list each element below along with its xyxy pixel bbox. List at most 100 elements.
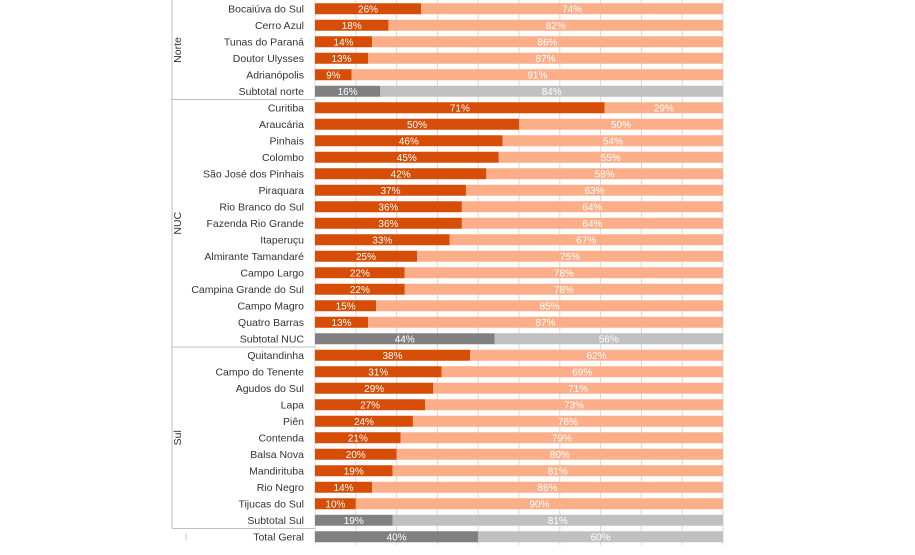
bar-b-quatro-barras <box>368 316 723 328</box>
bar-a-araucaria <box>315 118 519 130</box>
bar-a-pien <box>315 415 413 427</box>
category-label-campina-grande-do-sul: Campina Grande do Sul <box>191 284 304 296</box>
data-label-a-doutor-ulysses: 13% <box>332 54 352 65</box>
bar-b-subtotal-norte <box>380 85 723 97</box>
data-label-b-campina-grande-do-sul: 78% <box>554 285 574 296</box>
bar-a-campo-do-tenente <box>315 366 442 378</box>
data-label-a-balsa-nova: 20% <box>346 450 366 461</box>
bar-b-subtotal-nuc <box>494 333 723 345</box>
bar-b-curitiba <box>604 102 723 114</box>
bar-a-curitiba <box>315 102 605 114</box>
data-label-a-araucaria: 50% <box>407 120 427 131</box>
data-label-a-curitiba: 71% <box>450 103 470 114</box>
bar-a-rio-negro <box>315 481 373 493</box>
group-label-norte: Norte <box>172 37 184 63</box>
data-label-a-mandirituba: 19% <box>344 466 364 477</box>
data-label-b-rio-negro: 86% <box>538 483 558 494</box>
bar-a-pinhais <box>315 135 503 147</box>
bar-a-tunas-do-parana <box>315 36 373 48</box>
bar-b-colombo <box>498 151 723 163</box>
data-label-b-campo-do-tenente: 69% <box>572 367 592 378</box>
category-label-total-geral: Total Geral <box>253 532 304 544</box>
bar-a-campo-largo <box>315 267 405 279</box>
data-label-b-rio-branco-do-sul: 64% <box>582 202 602 213</box>
data-label-a-quitandinha: 38% <box>383 351 403 362</box>
bar-a-piraquara <box>315 184 466 196</box>
bar-b-agudos-do-sul <box>433 382 723 394</box>
bar-a-adrianopolis <box>315 69 352 81</box>
data-label-a-total-geral: 40% <box>387 532 407 543</box>
category-label-pien: Piên <box>283 416 304 428</box>
bar-a-cerro-azul <box>315 19 389 31</box>
category-label-bocaiuva-do-sul: Bocaiúva do Sul <box>228 4 304 16</box>
data-label-b-subtotal-norte: 84% <box>542 87 562 98</box>
data-label-b-mandirituba: 81% <box>548 466 568 477</box>
category-label-pinhais: Pinhais <box>270 136 304 148</box>
data-label-b-almirante-tamandare: 75% <box>560 252 580 263</box>
data-label-a-subtotal-nuc: 44% <box>395 334 415 345</box>
bar-b-tunas-do-parana <box>372 36 723 48</box>
data-label-b-lapa: 73% <box>564 400 584 411</box>
data-label-b-pinhais: 54% <box>603 136 623 147</box>
data-label-a-rio-negro: 14% <box>334 483 354 494</box>
data-label-b-campo-largo: 78% <box>554 268 574 279</box>
category-label-lapa: Lapa <box>281 400 305 412</box>
bar-a-contenda <box>315 432 401 444</box>
bar-a-quitandinha <box>315 349 471 361</box>
bar-b-mandirituba <box>392 465 723 477</box>
bar-b-piraquara <box>465 184 723 196</box>
data-label-b-sao-jose-dos-pinhais: 58% <box>595 169 615 180</box>
category-label-piraquara: Piraquara <box>258 185 304 197</box>
data-label-b-doutor-ulysses: 87% <box>536 54 556 65</box>
category-label-sao-jose-dos-pinhais: São José dos Pinhais <box>203 169 304 181</box>
bar-b-doutor-ulysses <box>368 52 723 64</box>
data-label-b-pien: 76% <box>558 417 578 428</box>
category-label-subtotal-nuc: Subtotal NUC <box>240 334 305 346</box>
category-label-rio-negro: Rio Negro <box>257 482 304 494</box>
category-label-colombo: Colombo <box>262 152 304 164</box>
data-label-a-tijucas-do-sul: 10% <box>325 499 345 510</box>
data-label-a-adrianopolis: 9% <box>326 70 341 81</box>
data-label-a-agudos-do-sul: 29% <box>364 384 384 395</box>
data-label-a-quatro-barras: 13% <box>332 318 352 329</box>
data-label-b-subtotal-nuc: 56% <box>599 334 619 345</box>
bar-b-rio-branco-do-sul <box>461 201 723 213</box>
data-label-a-piraquara: 37% <box>380 186 400 197</box>
category-label-subtotal-norte: Subtotal norte <box>239 86 305 98</box>
bar-b-campo-do-tenente <box>441 366 723 378</box>
data-label-b-balsa-nova: 80% <box>550 450 570 461</box>
category-label-campo-magro: Campo Magro <box>237 301 304 313</box>
category-label-araucaria: Araucária <box>259 119 304 131</box>
group-label-sul: Sul <box>172 430 184 445</box>
data-label-b-tijucas-do-sul: 90% <box>529 499 549 510</box>
bar-a-subtotal-norte <box>315 85 381 97</box>
data-label-a-campo-largo: 22% <box>350 268 370 279</box>
bar-a-subtotal-sul <box>315 514 393 526</box>
bar-b-araucaria <box>519 118 723 130</box>
data-label-a-campo-magro: 15% <box>336 301 356 312</box>
category-label-balsa-nova: Balsa Nova <box>250 449 304 461</box>
bar-a-colombo <box>315 151 499 163</box>
data-label-a-subtotal-norte: 16% <box>338 87 358 98</box>
data-label-b-subtotal-sul: 81% <box>548 516 568 527</box>
data-label-a-colombo: 45% <box>397 153 417 164</box>
bar-b-adrianopolis <box>351 69 723 81</box>
bar-a-campina-grande-do-sul <box>315 283 405 295</box>
data-label-b-itaperucu: 67% <box>576 235 596 246</box>
bar-a-itaperucu <box>315 234 450 246</box>
bar-b-campo-magro <box>376 300 723 312</box>
bar-a-fazenda-rio-grande <box>315 217 462 229</box>
bar-a-sao-jose-dos-pinhais <box>315 168 487 180</box>
data-label-b-bocaiuva-do-sul: 74% <box>562 4 582 15</box>
category-label-campo-largo: Campo Largo <box>240 268 304 280</box>
bar-a-total-geral <box>315 531 479 543</box>
bar-a-lapa <box>315 399 426 411</box>
category-label-tijucas-do-sul: Tijucas do Sul <box>238 499 304 511</box>
bar-b-tijucas-do-sul <box>355 498 723 510</box>
bar-a-subtotal-nuc <box>315 333 495 345</box>
data-label-b-total-geral: 60% <box>591 532 611 543</box>
data-label-a-almirante-tamandare: 25% <box>356 252 376 263</box>
data-label-a-sao-jose-dos-pinhais: 42% <box>391 169 411 180</box>
bar-b-campina-grande-do-sul <box>404 283 723 295</box>
